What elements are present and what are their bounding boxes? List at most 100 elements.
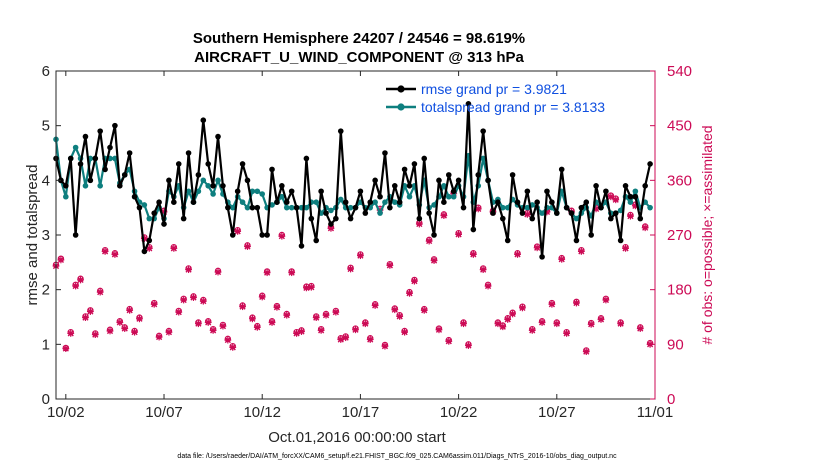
rmse-point — [264, 232, 270, 238]
obs-assimilated-point — [587, 320, 595, 328]
obs-assimilated-point — [131, 328, 138, 336]
obs-assimilated-point — [209, 326, 217, 334]
totalspread-point — [205, 183, 212, 189]
y-right-tick-label: 180 — [667, 282, 692, 299]
y-right-tick-label: 450 — [667, 118, 692, 135]
rmse-point — [499, 215, 506, 222]
rmse-point — [333, 215, 339, 222]
rmse-point — [200, 117, 207, 123]
rmse-point — [82, 133, 89, 140]
obs-assimilated-point — [273, 303, 281, 311]
obs-assimilated-point — [82, 314, 89, 322]
obs-assimilated-point — [248, 315, 256, 323]
rmse-point — [180, 215, 187, 222]
legend-spread-marker — [397, 103, 405, 111]
obs-assimilated-point — [597, 316, 605, 323]
y-left-tick-label: 1 — [42, 336, 50, 353]
line-series-layer — [53, 101, 653, 260]
obs-assimilated-point — [352, 326, 359, 334]
obs-assimilated-point — [199, 297, 207, 305]
obs-assimilated-point — [361, 320, 369, 328]
rmse-point — [377, 193, 383, 200]
totalspread-point — [377, 210, 383, 216]
rmse-point — [411, 161, 418, 167]
obs-assimilated-point — [116, 319, 124, 326]
rmse-point — [175, 161, 182, 167]
rmse-point — [337, 128, 344, 134]
obs-assimilated-point — [420, 306, 428, 314]
rmse-point — [445, 172, 452, 178]
obs-assimilated-point — [185, 266, 192, 274]
obs-assimilated-point — [283, 311, 291, 319]
obs-assimilated-point — [406, 289, 413, 297]
rmse-point — [347, 215, 354, 222]
rmse-point — [509, 172, 516, 178]
rmse-point — [63, 183, 69, 189]
data-file-footnote: data file: /Users/raeder/DAI/ATM_forcXX/… — [177, 453, 617, 460]
obs-assimilated-point — [538, 319, 546, 326]
totalspread-point — [450, 193, 457, 200]
totalspread-point — [283, 204, 290, 211]
rmse-point — [460, 204, 467, 211]
totalspread-point — [347, 204, 354, 211]
y-left-tick-label: 6 — [42, 63, 50, 80]
totalspread-point — [499, 204, 506, 211]
rmse-point — [573, 237, 580, 244]
rmse-point — [72, 232, 79, 238]
obs-assimilated-point — [165, 328, 173, 336]
rmse-point — [504, 237, 511, 244]
y-right-tick-label: 270 — [667, 227, 692, 244]
obs-assimilated-point — [357, 252, 364, 260]
totalspread-point — [313, 199, 320, 205]
rmse-point — [254, 204, 261, 211]
totalspread-point — [141, 202, 148, 208]
rmse-point — [136, 204, 143, 211]
obs-assimilated-point — [175, 308, 183, 316]
rmse-point — [470, 226, 477, 233]
totalspread-point — [229, 204, 236, 211]
obs-assimilated-point — [381, 342, 389, 350]
rmse-point — [416, 215, 423, 222]
y-right-axis-ticks: 0 90 180 270 360 450 540 — [650, 63, 692, 408]
x-axis-label: Oct.01,2016 00:00:00 start — [268, 429, 446, 446]
y-left-tick-label: 2 — [42, 282, 50, 299]
obs-assimilated-point — [278, 232, 286, 240]
obs-assimilated-point — [224, 336, 232, 344]
obs-assimilated-point — [239, 303, 246, 311]
rmse-point — [406, 183, 413, 189]
rmse-point — [450, 188, 457, 195]
rmse-point — [617, 237, 624, 244]
rmse-point — [485, 177, 491, 184]
obs-assimilated-point — [435, 326, 443, 334]
obs-assimilated-point — [234, 227, 242, 235]
chart-title-line1: Southern Hemisphere 24207 / 24546 = 98.6… — [193, 30, 525, 47]
rmse-point — [313, 237, 320, 244]
rmse-point — [539, 254, 545, 260]
obs-assimilated-point — [533, 244, 541, 252]
obs-assimilated-point — [136, 315, 143, 323]
totalspread-point — [524, 204, 531, 211]
obs-assimilated-point — [298, 328, 305, 335]
totalspread-point — [539, 210, 545, 216]
obs-assimilated-point — [86, 308, 94, 315]
rmse-point — [401, 166, 408, 173]
rmse-point — [87, 177, 94, 184]
y-right-tick-label: 360 — [667, 172, 692, 189]
totalspread-point — [239, 199, 246, 205]
rmse-point — [593, 183, 599, 189]
totalspread-point — [573, 215, 580, 222]
obs-assimilated-point — [72, 282, 80, 290]
rmse-point — [77, 161, 84, 167]
rmse-point — [195, 172, 202, 178]
rmse-point — [121, 172, 128, 178]
obs-assimilated-point — [558, 255, 566, 263]
x-tick-label: 11/01 — [637, 404, 673, 421]
obs-assimilated-point — [514, 251, 521, 258]
totalspread-point — [337, 196, 344, 203]
obs-assimilated-point — [455, 230, 463, 238]
totalspread-point — [627, 199, 634, 205]
obs-assimilated-point — [322, 311, 330, 319]
rmse-point — [107, 144, 113, 151]
obs-assimilated-point — [366, 336, 374, 343]
obs-assimilated-point — [57, 256, 65, 264]
